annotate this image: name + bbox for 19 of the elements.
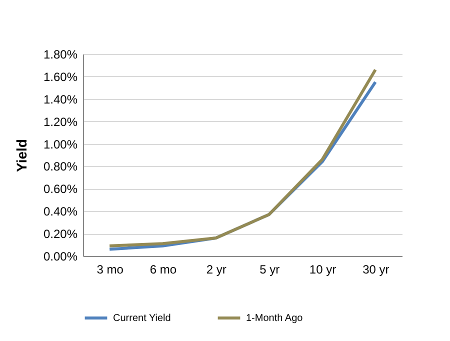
y-tick-label: 0.00%: [43, 250, 78, 264]
legend-label: 1-Month Ago: [246, 313, 304, 324]
x-tick-label: 5 yr: [260, 262, 280, 276]
y-tick-label: 0.80%: [43, 160, 78, 174]
y-tick-label: 0.40%: [43, 204, 78, 219]
x-tick-label: 6 mo: [150, 262, 177, 276]
legend-label: Current Yield: [113, 313, 171, 324]
y-tick-label: 1.40%: [43, 92, 78, 106]
y-tick-label: 0.60%: [43, 182, 78, 196]
y-tick-label: 1.80%: [43, 48, 78, 62]
y-tick-label: 1.20%: [43, 114, 78, 129]
y-tick-label: 1.00%: [43, 137, 78, 152]
y-axis-title: Yield: [13, 139, 30, 172]
x-tick-label: 10 yr: [309, 262, 336, 276]
x-tick-label: 30 yr: [362, 262, 390, 276]
x-tick-label: 2 yr: [206, 262, 226, 276]
y-tick-label: 0.20%: [43, 227, 78, 242]
x-tick-label: 3 mo: [96, 262, 124, 276]
y-tick-label: 1.60%: [43, 70, 78, 84]
